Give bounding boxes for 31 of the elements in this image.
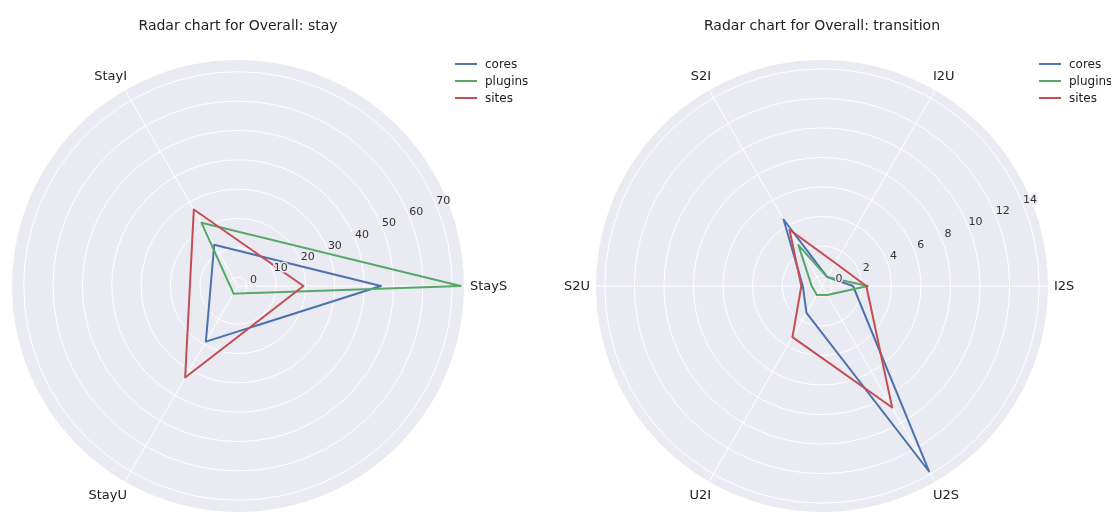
chart-title: Radar chart for Overall: stay	[138, 17, 338, 33]
legend-label: plugins	[1069, 73, 1113, 88]
y-tick-label: 40	[354, 227, 369, 241]
spoke-label: StayI	[94, 67, 127, 83]
spoke-label: I2S	[1054, 277, 1075, 293]
y-tick-label: 60	[409, 205, 424, 219]
spoke-label: U2S	[933, 487, 960, 503]
y-tick-label: 4	[890, 249, 898, 263]
y-tick-label: 0	[250, 272, 258, 286]
legend-label: cores	[1069, 56, 1102, 71]
chart-title: Radar chart for Overall: transition	[703, 17, 941, 33]
y-tick-label: 14	[1023, 192, 1037, 206]
y-tick-label: 50	[382, 216, 397, 230]
spoke-label: StayS	[470, 277, 508, 293]
y-tick-label: 6	[917, 238, 925, 252]
y-tick-label: 8	[944, 226, 952, 240]
spoke-label: U2I	[689, 487, 711, 503]
y-tick-label: 12	[995, 204, 1010, 218]
legend-label: sites	[1069, 90, 1097, 105]
y-tick-label: 70	[436, 193, 451, 207]
legend-label: sites	[485, 90, 513, 105]
y-tick-label: 30	[327, 238, 342, 252]
spoke-label: StayU	[88, 487, 127, 503]
y-tick-label: 10	[968, 215, 983, 229]
spoke-label: S2U	[563, 277, 590, 293]
legend-label: cores	[485, 56, 518, 71]
legend-label: plugins	[485, 73, 529, 88]
spoke-label: I2U	[933, 67, 955, 83]
spoke-label: S2I	[690, 67, 711, 83]
y-tick-label: 20	[300, 250, 315, 264]
y-tick-label: 2	[862, 260, 870, 274]
